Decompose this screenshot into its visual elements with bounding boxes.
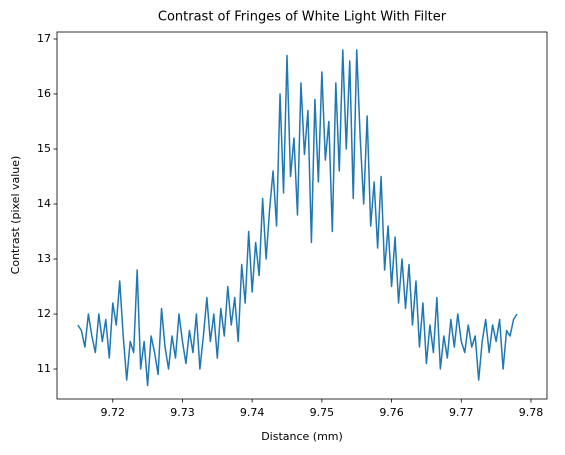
x-tick-label: 9.77 [449, 406, 474, 419]
y-tick-label: 14 [37, 197, 51, 210]
y-axis-label: Contrast (pixel value) [9, 156, 22, 275]
x-tick-label: 9.73 [170, 406, 195, 419]
y-tick-label: 15 [37, 142, 51, 155]
y-tick-label: 11 [37, 362, 51, 375]
x-axis-label: Distance (mm) [261, 430, 343, 443]
y-tick-label: 12 [37, 307, 51, 320]
y-tick-label: 16 [37, 87, 51, 100]
x-tick-label: 9.78 [519, 406, 544, 419]
y-tick-label: 13 [37, 252, 51, 265]
plot-frame [56, 31, 548, 400]
chart-title: Contrast of Fringes of White Light With … [158, 10, 447, 25]
x-tick-label: 9.76 [379, 406, 404, 419]
x-tick-label: 9.74 [240, 406, 265, 419]
x-tick-label: 9.72 [101, 406, 126, 419]
y-tick-label: 17 [37, 32, 51, 45]
x-tick-label: 9.75 [310, 406, 335, 419]
data-line [77, 49, 518, 387]
